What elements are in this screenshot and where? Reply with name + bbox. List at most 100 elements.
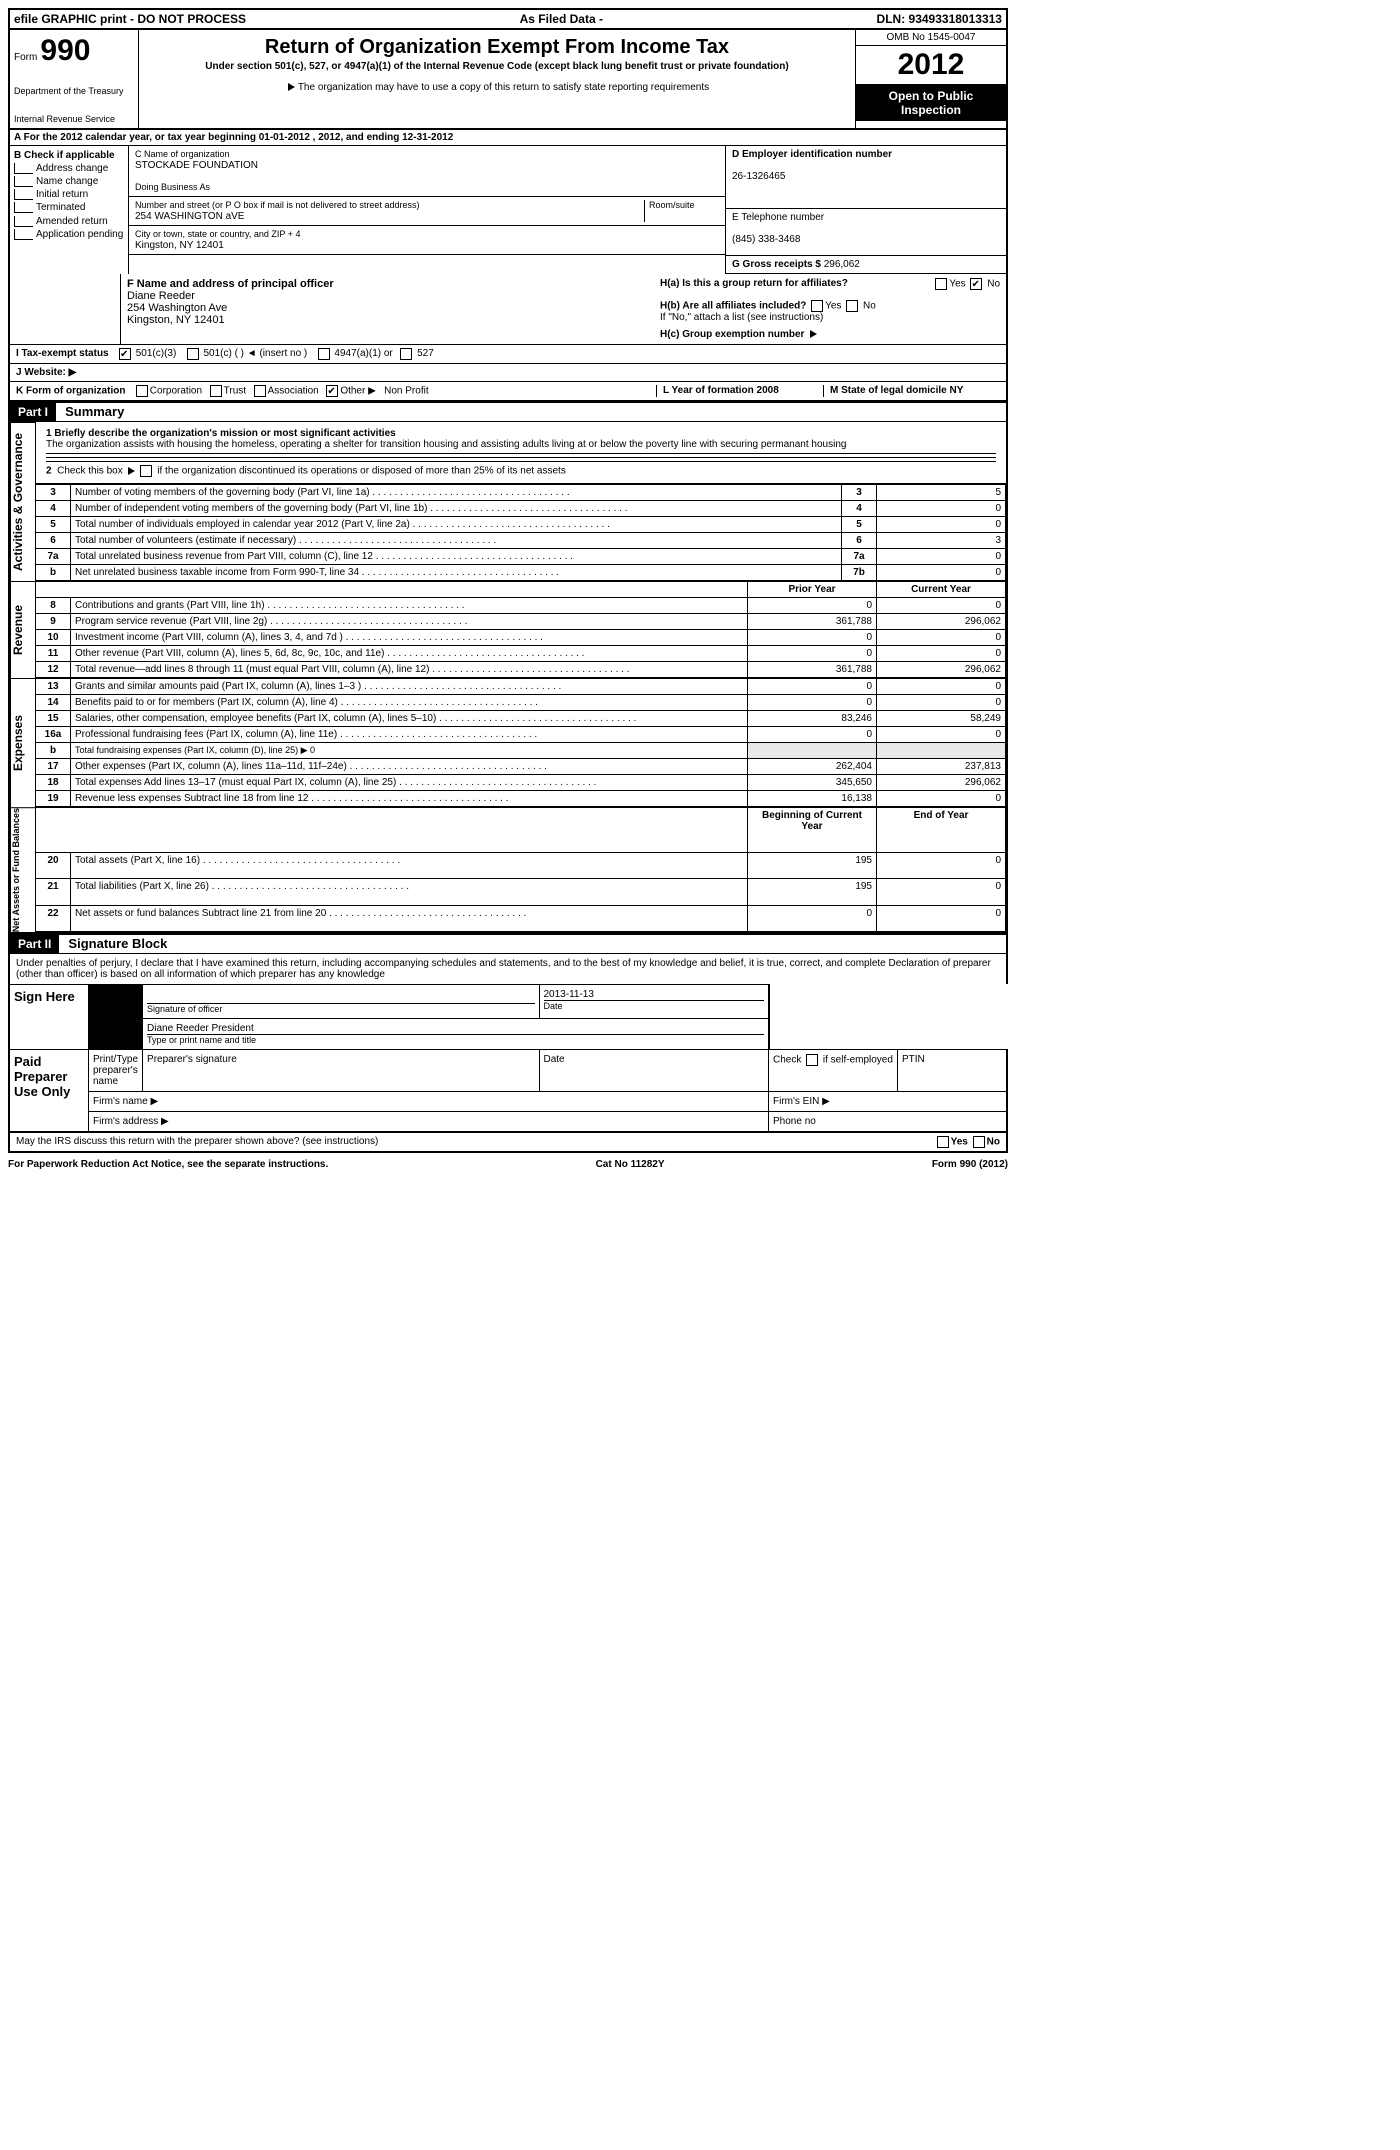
chk-pending[interactable]: Application pending xyxy=(14,229,124,240)
hb-no[interactable] xyxy=(846,300,858,312)
city-label: City or town, state or country, and ZIP … xyxy=(135,229,301,239)
hb-yes[interactable] xyxy=(811,300,823,312)
curr-val: 0 xyxy=(877,905,1006,932)
curr-val: 0 xyxy=(877,852,1006,879)
k-other-text: Non Profit xyxy=(384,386,428,397)
curr-val: 296,062 xyxy=(877,775,1006,791)
prior-val: 195 xyxy=(748,852,877,879)
officer-addr2: Kingston, NY 12401 xyxy=(127,314,225,326)
sig-declaration: Under penalties of perjury, I declare th… xyxy=(8,954,1008,984)
prior-val: 0 xyxy=(748,598,877,614)
line-no: 6 xyxy=(36,533,71,549)
phone-value: (845) 338-3468 xyxy=(732,234,800,245)
line-box: 4 xyxy=(842,501,877,517)
discuss-no[interactable] xyxy=(973,1136,985,1148)
topbar-mid: As Filed Data - xyxy=(520,12,603,26)
prior-val: 0 xyxy=(748,905,877,932)
topbar-right: DLN: 93493318013313 xyxy=(877,12,1002,26)
officer-addr1: 254 Washington Ave xyxy=(127,302,227,314)
line-box: 6 xyxy=(842,533,877,549)
line-value: 0 xyxy=(877,565,1006,581)
form-word: Form xyxy=(14,52,37,63)
line-label: Professional fundraising fees (Part IX, … xyxy=(71,727,748,743)
line-no: 3 xyxy=(36,485,71,501)
summary-top-table: 3 Number of voting members of the govern… xyxy=(36,484,1006,581)
ha-yes[interactable] xyxy=(935,278,947,290)
line-box: 5 xyxy=(842,517,877,533)
chk-initial-return[interactable]: Initial return xyxy=(14,189,124,200)
curr-val: 0 xyxy=(877,646,1006,662)
triangle-icon xyxy=(810,330,817,338)
line-no: 18 xyxy=(36,775,71,791)
org-address: 254 WASHINGTON aVE xyxy=(135,211,244,222)
i-4947[interactable] xyxy=(318,348,330,360)
form-number: 990 xyxy=(40,34,90,67)
prior-val: 0 xyxy=(748,679,877,695)
chk-terminated[interactable]: Terminated xyxy=(14,202,124,213)
curr-val: 0 xyxy=(877,630,1006,646)
line-no: 14 xyxy=(36,695,71,711)
part1-header: Part I Summary xyxy=(8,402,1008,422)
firm-name: Firm's name ▶ xyxy=(89,1092,769,1112)
line-value: 0 xyxy=(877,501,1006,517)
prior-val: 361,788 xyxy=(748,662,877,678)
ein-label: D Employer identification number xyxy=(732,149,892,160)
s2-checkbox[interactable] xyxy=(140,465,152,477)
line-label: Total number of individuals employed in … xyxy=(71,517,842,533)
chk-amended[interactable]: Amended return xyxy=(14,216,124,227)
form-note: The organization may have to use a copy … xyxy=(147,82,847,93)
prep-date-label: Date xyxy=(539,1050,769,1092)
chk-address-change[interactable]: Address change xyxy=(14,163,124,174)
b-head: B Check if applicable xyxy=(14,150,124,161)
form-subtitle: Under section 501(c), 527, or 4947(a)(1)… xyxy=(147,61,847,72)
line-label: Program service revenue (Part VIII, line… xyxy=(71,614,748,630)
ha-no[interactable]: ✔ xyxy=(970,278,982,290)
curr-val: 0 xyxy=(877,598,1006,614)
curr-val: 296,062 xyxy=(877,614,1006,630)
sig-type-label: Type or print name and title xyxy=(147,1034,763,1045)
dba-label: Doing Business As xyxy=(135,182,210,192)
line-no: b xyxy=(36,743,71,759)
netassets-table: Beginning of Current Year End of Year 20… xyxy=(36,807,1006,932)
curr-val: 58,249 xyxy=(877,711,1006,727)
paid-preparer: Paid Preparer Use Only xyxy=(9,1050,89,1132)
line-no: 10 xyxy=(36,630,71,646)
prior-val: 345,650 xyxy=(748,775,877,791)
line-no: 21 xyxy=(36,879,71,906)
curr-val: 0 xyxy=(877,679,1006,695)
line-label: Number of independent voting members of … xyxy=(71,501,842,517)
k-other[interactable]: ✔ xyxy=(326,385,338,397)
line-no: 7a xyxy=(36,549,71,565)
sig-name-title: Diane Reeder President xyxy=(147,1023,763,1034)
section-bcd: B Check if applicable Address change Nam… xyxy=(8,146,1008,274)
self-employed-checkbox[interactable] xyxy=(806,1054,818,1066)
line-no: 22 xyxy=(36,905,71,932)
curr-val: 0 xyxy=(877,791,1006,807)
side-activities: Activities & Governance xyxy=(10,422,36,581)
org-name: STOCKADE FOUNDATION xyxy=(135,160,258,171)
chk-name-change[interactable]: Name change xyxy=(14,176,124,187)
line-no: b xyxy=(36,565,71,581)
dept-treasury: Department of the Treasury xyxy=(14,86,134,96)
discuss-yes[interactable] xyxy=(937,1136,949,1148)
section-h: H(a) Is this a group return for affiliat… xyxy=(654,274,1006,344)
prior-val: 0 xyxy=(748,695,877,711)
i-501c3[interactable]: ✔ xyxy=(119,348,131,360)
org-city: Kingston, NY 12401 xyxy=(135,240,224,251)
part2-header: Part II Signature Block xyxy=(8,934,1008,954)
tax-year: 2012 xyxy=(856,46,1006,85)
m-state: M State of legal domicile NY xyxy=(823,385,1000,397)
k-assoc[interactable] xyxy=(254,385,266,397)
curr-val: 237,813 xyxy=(877,759,1006,775)
k-corp[interactable] xyxy=(136,385,148,397)
line-value: 5 xyxy=(877,485,1006,501)
open-to-public: Open to Public Inspection xyxy=(856,85,1006,121)
i-501c[interactable] xyxy=(187,348,199,360)
line-label: Benefits paid to or for members (Part IX… xyxy=(71,695,748,711)
sign-here: Sign Here xyxy=(9,985,89,1050)
k-trust[interactable] xyxy=(210,385,222,397)
prior-val: 361,788 xyxy=(748,614,877,630)
i-527[interactable] xyxy=(400,348,412,360)
part1-bar: Part I xyxy=(10,403,56,421)
sig-officer-label: Signature of officer xyxy=(147,1003,534,1014)
